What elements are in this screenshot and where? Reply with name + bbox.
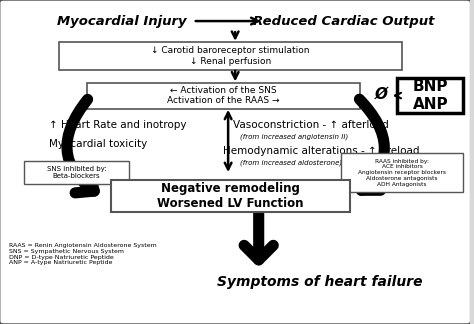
FancyArrowPatch shape bbox=[359, 99, 384, 190]
Text: BNP
ANP: BNP ANP bbox=[412, 79, 448, 112]
Text: Ø: Ø bbox=[374, 87, 387, 101]
FancyBboxPatch shape bbox=[59, 42, 402, 70]
Text: (from increased aldosterone): (from increased aldosterone) bbox=[240, 159, 342, 166]
Text: RAAS = Renin Angiotensin Aldosterone System
SNS = Sympathetic Nervous System
DNP: RAAS = Renin Angiotensin Aldosterone Sys… bbox=[9, 243, 157, 265]
Text: Reduced Cardiac Output: Reduced Cardiac Output bbox=[253, 15, 434, 28]
FancyBboxPatch shape bbox=[398, 78, 463, 113]
FancyArrowPatch shape bbox=[67, 99, 94, 193]
Text: Hemodynamic alterations - ↑ preload: Hemodynamic alterations - ↑ preload bbox=[223, 146, 420, 156]
FancyBboxPatch shape bbox=[87, 83, 360, 109]
Text: RAAS inhibited by:
ACE inhibitors
Angiotensin receptor blockers
Aldosterone anta: RAAS inhibited by: ACE inhibitors Angiot… bbox=[358, 158, 446, 187]
FancyArrowPatch shape bbox=[244, 214, 273, 260]
Text: Myocardial toxicity: Myocardial toxicity bbox=[49, 139, 147, 149]
Text: Symptoms of heart failure: Symptoms of heart failure bbox=[217, 275, 423, 289]
Text: SNS inhibited by:
Beta-blockers: SNS inhibited by: Beta-blockers bbox=[47, 166, 107, 179]
Text: Negative remodeling
Worsened LV Function: Negative remodeling Worsened LV Function bbox=[157, 182, 304, 210]
FancyBboxPatch shape bbox=[341, 153, 463, 192]
Text: ↓ Carotid baroreceptor stimulation
↓ Renal perfusion: ↓ Carotid baroreceptor stimulation ↓ Ren… bbox=[151, 46, 310, 66]
FancyBboxPatch shape bbox=[24, 161, 129, 184]
Text: ← Activation of the SNS
Activation of the RAAS →: ← Activation of the SNS Activation of th… bbox=[167, 86, 280, 105]
FancyBboxPatch shape bbox=[110, 180, 350, 212]
Text: ↑ Heart Rate and inotropy: ↑ Heart Rate and inotropy bbox=[49, 120, 187, 130]
Text: Vasoconstriction - ↑ afterload: Vasoconstriction - ↑ afterload bbox=[233, 120, 389, 130]
Text: Myocardial Injury: Myocardial Injury bbox=[57, 15, 187, 28]
Text: (from increased angiotensin II): (from increased angiotensin II) bbox=[240, 133, 348, 140]
